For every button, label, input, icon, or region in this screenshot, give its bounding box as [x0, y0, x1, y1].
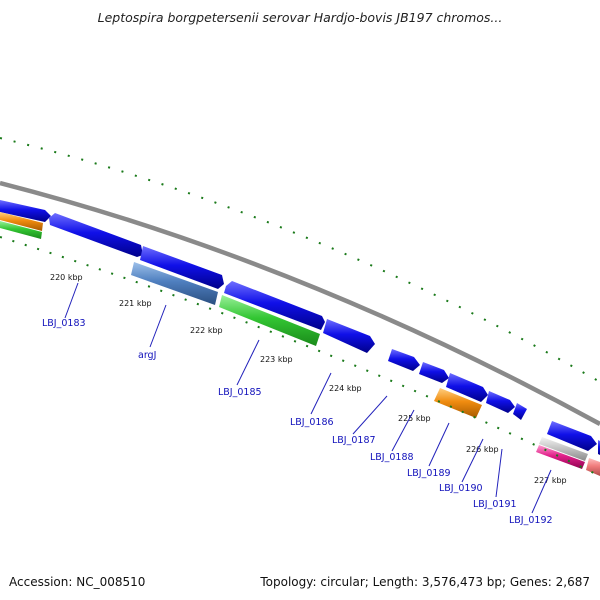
leader-line	[461, 438, 484, 483]
leader-line	[531, 469, 552, 514]
cds-feature-lbj0189[interactable]	[446, 373, 488, 402]
green-feature-0182[interactable]	[0, 221, 42, 239]
cds-feature-lbj0185[interactable]	[224, 281, 325, 330]
gene-gray-lbj0192[interactable]	[539, 437, 588, 461]
leader-line	[352, 395, 388, 435]
leader-line	[391, 409, 415, 452]
leader-line	[149, 304, 167, 348]
leader-line	[428, 422, 450, 467]
chromosome-backbone	[0, 180, 600, 426]
leader-line	[310, 372, 332, 415]
cds-feature-0182[interactable]	[0, 200, 51, 222]
gene-label-lbj0185[interactable]: LBJ_0185	[218, 387, 262, 398]
gene-label-lbj0189[interactable]: LBJ_0189	[407, 468, 451, 479]
leader-line	[495, 448, 503, 498]
gene-feature-lbj0189[interactable]	[434, 388, 482, 418]
outer-dots	[0, 137, 600, 383]
cds-feature-lbj0186[interactable]	[323, 319, 375, 353]
gene-label-lbj0183[interactable]: LBJ_0183	[42, 318, 86, 329]
cds-feature-argj[interactable]	[140, 246, 224, 289]
outer-tick-ring	[0, 137, 600, 383]
kbp-label: 222 kbp	[190, 326, 223, 335]
kbp-label: 221 kbp	[119, 299, 152, 308]
gene-label-lbj0188[interactable]: LBJ_0188	[370, 452, 414, 463]
cds-feature-lbj0191[interactable]	[513, 403, 527, 420]
gene-labels: LBJ_0183 argJ LBJ_0185 LBJ_0186 LBJ_0187…	[42, 318, 553, 526]
map-title: Leptospira borgpetersenii serovar Hardjo…	[97, 10, 503, 25]
pink-feature-next[interactable]	[586, 458, 600, 476]
gene-label-lbj0192[interactable]: LBJ_0192	[509, 515, 553, 526]
gene-label-argj[interactable]: argJ	[138, 350, 156, 361]
kbp-label: 224 kbp	[329, 384, 362, 393]
kbp-label: 225 kbp	[398, 414, 431, 423]
leader-line	[64, 282, 79, 319]
kbp-axis: 220 kbp 221 kbp 222 kbp 223 kbp 224 kbp …	[50, 273, 567, 485]
kbp-label: 226 kbp	[466, 445, 499, 454]
gene-track	[0, 200, 600, 476]
gene-feature-lbj0192[interactable]	[536, 445, 585, 469]
orange-feature-0182[interactable]	[0, 212, 43, 231]
kbp-label: 220 kbp	[50, 273, 83, 282]
topology-summary: Topology: circular; Length: 3,576,473 bp…	[260, 575, 590, 589]
gene-label-lbj0186[interactable]: LBJ_0186	[290, 417, 334, 428]
gene-label-lbj0191[interactable]: LBJ_0191	[473, 499, 517, 510]
gene-label-lbj0187[interactable]: LBJ_0187	[332, 435, 376, 446]
gene-feature-lbj0185[interactable]	[219, 295, 320, 346]
leader-line	[236, 339, 260, 386]
cds-feature-lbj0190[interactable]	[486, 391, 515, 413]
cds-feature-lbj0188[interactable]	[419, 362, 449, 383]
kbp-label: 227 kbp	[534, 476, 567, 485]
gene-feature-argj[interactable]	[131, 262, 218, 305]
cds-feature-lbj0187[interactable]	[388, 349, 420, 371]
kbp-label: 223 kbp	[260, 355, 293, 364]
cds-feature-lbj0183[interactable]	[49, 213, 143, 257]
cds-feature-lbj0192[interactable]	[547, 421, 597, 451]
accession-text: Accession: NC_008510	[9, 575, 146, 589]
leader-lines	[64, 282, 552, 514]
inner-tick-ring	[0, 236, 600, 477]
gene-label-lbj0190[interactable]: LBJ_0190	[439, 483, 483, 494]
